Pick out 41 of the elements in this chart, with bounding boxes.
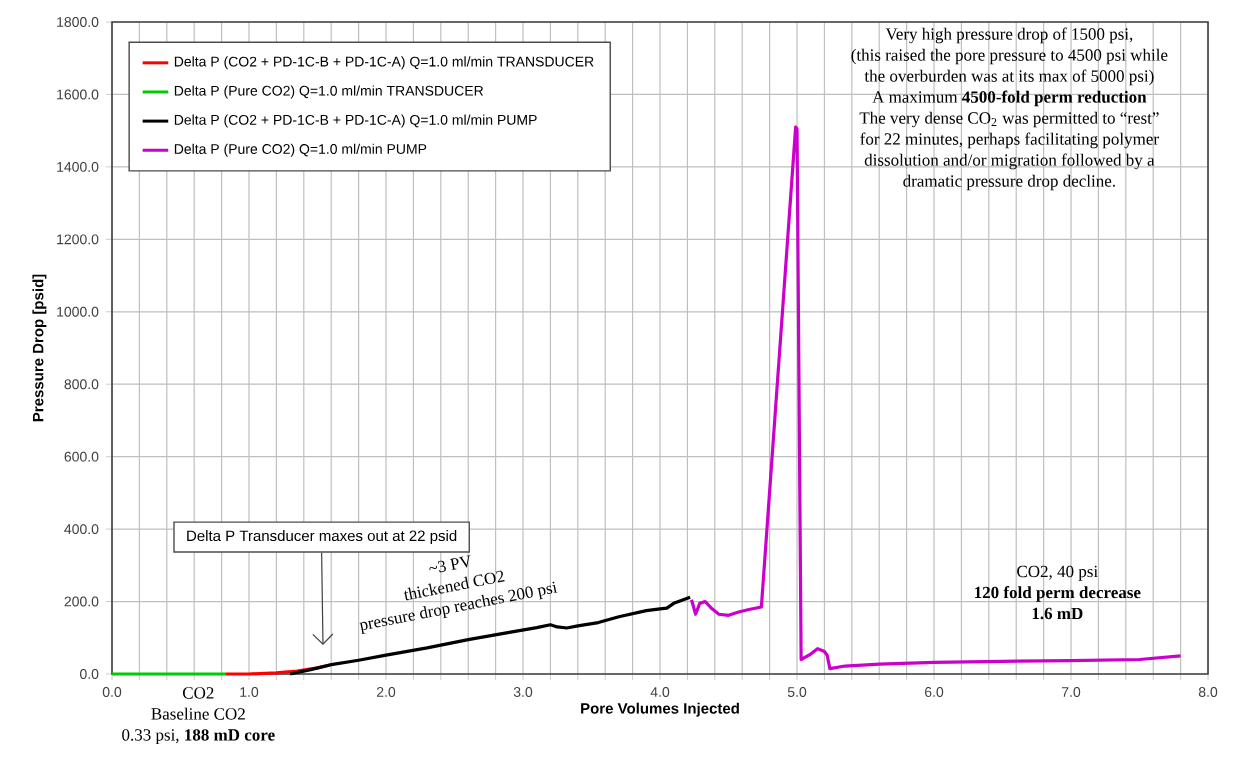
y-tick-label: 400.0 <box>64 524 99 535</box>
annotation: A maximum 4500-fold perm reduction <box>872 90 1147 107</box>
x-tick-label: 7.0 <box>1062 687 1081 697</box>
y-tick-label: 1200.0 <box>57 234 99 245</box>
annotation: for 22 minutes, perhaps facilitating polymer <box>860 132 1159 149</box>
x-tick-label: 8.0 <box>1198 687 1218 697</box>
x-tick-label: 3.0 <box>513 687 533 697</box>
annotation: 120 fold perm decrease <box>975 586 1141 602</box>
legend-label: Delta P (Pure CO2) Q=1.0 ml/min PUMP <box>174 143 427 157</box>
text: Baseline CO2 <box>151 707 245 720</box>
annotation: dissolution and/or migration followed by a <box>864 153 1155 170</box>
y-tick-label: 1000.0 <box>57 306 99 317</box>
annotation: the overburden was at its max of 5000 psi) <box>864 69 1154 86</box>
x-axis-title: Pore Volumes Injected <box>581 702 739 717</box>
y-tick-label: 200.0 <box>64 596 99 607</box>
annotation: Delta P Transducer maxes out at 22 psid <box>187 530 457 545</box>
annotation: The very dense CO$_{2}$ was permitted to “rest” <box>859 111 1159 128</box>
y-tick-label: 1600.0 <box>57 89 99 100</box>
legend-label: Delta P (CO2 + PD-1C-B + PD-1C-A) Q=1.0 ml/min PUMP <box>174 114 537 128</box>
annotation: 1.6 mD <box>1032 607 1083 620</box>
y-tick-label: 1400.0 <box>57 161 99 172</box>
x-tick-label: 2.0 <box>376 687 396 697</box>
annotation: ~3 PV <box>429 555 471 573</box>
annotation: dramatic pressure drop decline. <box>903 174 1115 191</box>
annotation: Very high pressure drop of 1500 psi, <box>885 27 1133 44</box>
y-tick-label: 600.0 <box>64 451 99 462</box>
y-tick-label: 800.0 <box>64 379 99 390</box>
text: CO2 <box>182 687 214 699</box>
x-tick-label: 1.0 <box>240 687 259 697</box>
x-tick-label: 5.0 <box>787 687 807 697</box>
x-tick-label: 4.0 <box>650 687 670 697</box>
annotation: (this raised the pore pressure to 4500 psi while <box>851 48 1168 65</box>
y-tick-label: 1800.0 <box>57 17 99 27</box>
y-axis-title: Pressure Drop [psid] <box>32 274 47 422</box>
x-tick-label: 6.0 <box>925 687 944 697</box>
legend-label: Delta P (CO2 + PD-1C-B + PD-1C-A) Q=1.0 ml/min TRANSDUCER <box>174 56 594 70</box>
text: 0.33 psi, 188 mD core <box>122 729 275 745</box>
x-tick-label: 0.0 <box>102 687 122 697</box>
y-tick-label: 0.0 <box>80 669 99 679</box>
annotation: CO2, 40 psi <box>1017 565 1098 581</box>
legend-label: Delta P (Pure CO2) Q=1.0 ml/min TRANSDUCER <box>174 85 484 99</box>
